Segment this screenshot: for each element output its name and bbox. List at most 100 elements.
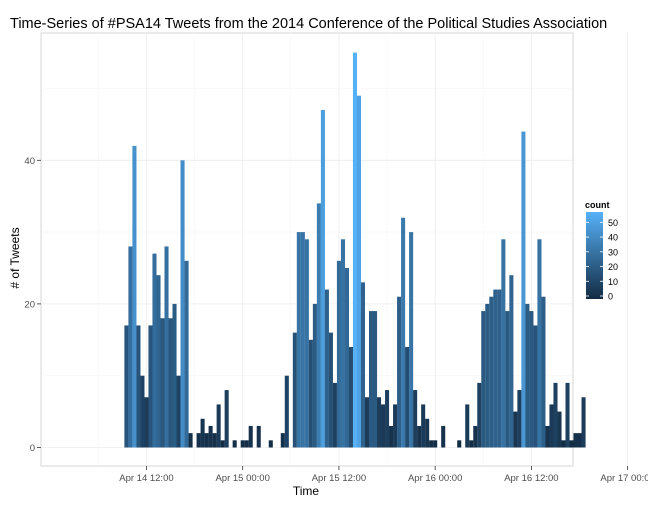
bar [573, 433, 578, 448]
bar [340, 239, 345, 448]
bar [505, 311, 510, 448]
bar [373, 311, 378, 448]
legend-label: 10 [608, 277, 618, 287]
legend-label: 40 [608, 233, 618, 243]
bar [136, 325, 141, 448]
bar [240, 440, 245, 448]
bar [140, 375, 145, 448]
bar [128, 246, 133, 448]
bar [561, 440, 566, 448]
bar [385, 390, 390, 448]
bar [533, 325, 538, 448]
bar [421, 404, 426, 448]
bars-layer [124, 52, 586, 448]
bar [204, 433, 209, 448]
bar [549, 404, 554, 448]
bar [441, 425, 446, 448]
bar [168, 318, 173, 448]
bar [473, 425, 478, 448]
legend: count 50 40 30 20 10 0 [585, 200, 618, 302]
bar [513, 411, 518, 448]
bar [433, 440, 438, 448]
bar [308, 339, 313, 448]
bar [360, 282, 366, 448]
bar [320, 110, 325, 448]
bar [465, 404, 470, 448]
bar [401, 217, 406, 448]
bar [485, 303, 490, 448]
bar [381, 404, 386, 448]
bar [457, 440, 462, 448]
legend-label: 30 [608, 247, 618, 257]
bar [304, 239, 309, 448]
bar [525, 303, 530, 448]
y-axis-label: # of Tweets [8, 227, 22, 288]
x-tick-label: Apr 14 12:00 [119, 473, 173, 484]
bar [200, 418, 205, 448]
bar [348, 346, 353, 448]
bar [497, 289, 502, 448]
bar [176, 375, 181, 448]
bar [268, 440, 273, 448]
bar [581, 397, 586, 448]
bar [300, 232, 305, 448]
bar [368, 311, 374, 448]
x-tick-label: Apr 15 12:00 [312, 473, 366, 484]
legend-label: 0 [608, 292, 613, 302]
bar [324, 289, 329, 448]
bar [356, 95, 362, 448]
bar [132, 145, 137, 448]
bar [541, 296, 546, 448]
bar [477, 382, 482, 448]
bar [577, 433, 582, 448]
bar [409, 232, 414, 448]
bar [352, 52, 358, 448]
x-tick-label: Apr 15 00:00 [215, 473, 269, 484]
x-tick-label: Apr 16 00:00 [408, 473, 462, 484]
bar [148, 325, 153, 448]
bar [332, 382, 337, 448]
bar [232, 440, 237, 448]
bar [156, 275, 161, 448]
y-tick-label: 0 [30, 443, 35, 454]
y-tick-label: 40 [24, 156, 35, 167]
bar [545, 425, 550, 448]
bar [284, 375, 289, 448]
bar [537, 239, 542, 448]
bar [344, 268, 349, 448]
bar [208, 425, 213, 448]
x-axis-label: Time [293, 484, 320, 498]
y-tick-label: 20 [24, 299, 35, 310]
bar [244, 440, 249, 448]
legend-colorbar [586, 212, 603, 299]
bar [296, 232, 301, 448]
bar [160, 318, 165, 448]
bar [469, 440, 474, 448]
bar [336, 260, 341, 448]
x-tick-label: Apr 16 12:00 [504, 473, 558, 484]
bar [248, 425, 253, 448]
axes: 0 20 40 Apr 14 12:00 Apr 15 00:00 Apr 15 12:0… [24, 156, 648, 484]
bar [224, 390, 229, 448]
bar [328, 332, 333, 448]
bar [509, 275, 514, 448]
bar [517, 390, 522, 448]
legend-label: 50 [608, 218, 618, 228]
legend-title: count [585, 200, 610, 210]
bar [565, 382, 570, 448]
bar [521, 131, 526, 448]
bar [312, 303, 317, 448]
bar [425, 418, 430, 448]
bar [280, 433, 285, 448]
bar [553, 382, 558, 448]
bar [216, 404, 221, 448]
bar [429, 440, 434, 448]
bar [481, 311, 486, 448]
bar [557, 411, 562, 448]
bar [164, 246, 169, 448]
bar [292, 332, 297, 448]
bar [397, 296, 402, 448]
bar [529, 311, 534, 448]
bar [405, 346, 410, 448]
